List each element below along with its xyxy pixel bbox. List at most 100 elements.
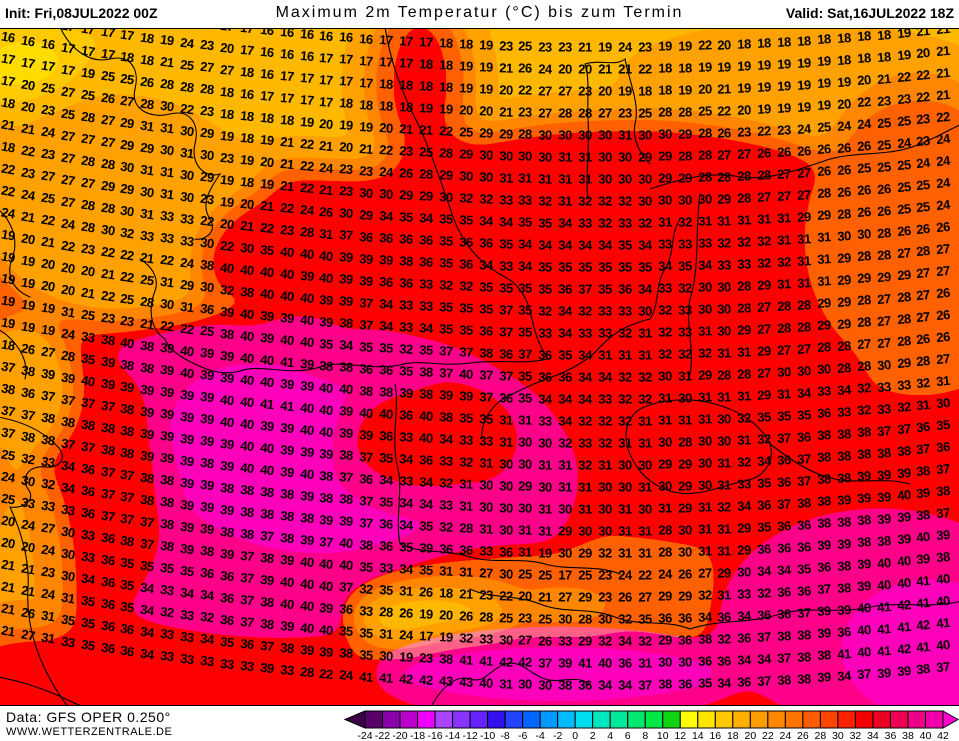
temp-value: 21 <box>418 122 434 139</box>
temp-value: 30 <box>458 168 473 184</box>
temp-value: 39 <box>179 474 195 492</box>
temp-value: 27 <box>39 519 56 537</box>
temp-value: 31 <box>637 655 652 671</box>
temp-value: 18 <box>438 35 453 52</box>
temp-value: 37 <box>239 569 255 587</box>
temp-value: 21 <box>935 64 951 82</box>
temp-value: 27 <box>896 244 911 262</box>
temp-value: 24 <box>299 201 314 218</box>
temp-value: 29 <box>816 295 832 312</box>
temp-value: 39 <box>319 313 334 330</box>
temp-value: 25 <box>418 144 434 161</box>
temp-value: 23 <box>119 312 136 330</box>
temp-value: 19 <box>796 54 812 71</box>
temp-value: 36 <box>796 428 812 445</box>
temp-value: 28 <box>79 196 96 214</box>
temp-value: 33 <box>239 657 255 675</box>
temp-value: 38 <box>239 503 255 521</box>
temp-value: 31 <box>816 229 832 246</box>
temp-value: 28 <box>518 126 533 142</box>
temp-value: 34 <box>398 495 414 512</box>
temperature-map: 2319181717161616161616171717181819232523… <box>0 28 959 706</box>
colorbar-segment <box>767 710 786 729</box>
temp-value: 30 <box>697 279 712 296</box>
temp-value: 36 <box>776 473 792 490</box>
temp-value: 38 <box>438 409 453 426</box>
temp-value: 26 <box>776 143 792 160</box>
temp-field-blob <box>0 319 75 459</box>
valid-time-label: Valid: Sat,16JUL2022 18Z <box>785 5 954 21</box>
temp-value: 29 <box>836 293 852 310</box>
temp-value: 35 <box>637 611 652 627</box>
temp-value: 32 <box>776 253 792 270</box>
temp-value: 40 <box>418 408 434 425</box>
temp-value: 33 <box>358 602 374 619</box>
temp-value: 23 <box>558 39 573 55</box>
temp-value: 35 <box>478 411 493 427</box>
temp-value: 34 <box>558 413 573 429</box>
temp-value: 34 <box>199 631 215 648</box>
temp-value: 38 <box>199 455 215 472</box>
temp-value: 37 <box>99 507 116 525</box>
temp-value: 38 <box>39 409 56 427</box>
temp-value: 35 <box>538 280 553 297</box>
temp-value: 23 <box>199 103 215 120</box>
temp-value: 17 <box>339 51 354 68</box>
temp-value: 39 <box>299 443 314 460</box>
temp-value: 19 <box>737 58 752 74</box>
temp-value: 39 <box>39 365 56 383</box>
temp-value: 40 <box>598 655 612 671</box>
temp-value: 39 <box>856 556 872 573</box>
temp-value: 39 <box>219 457 235 474</box>
temp-value: 42 <box>398 671 414 688</box>
temp-value: 34 <box>538 390 553 407</box>
temp-value: 38 <box>935 482 951 500</box>
temp-value: 41 <box>378 670 394 686</box>
temp-value: 31 <box>159 120 175 137</box>
temp-value: 18 <box>757 35 772 51</box>
temp-value: 39 <box>279 551 295 569</box>
temp-value: 29 <box>657 632 672 648</box>
temp-value: 30 <box>199 235 215 252</box>
temp-value: 35 <box>378 340 394 356</box>
temp-value: 17 <box>99 45 116 63</box>
temp-value: 39 <box>876 488 891 505</box>
temp-value: 31 <box>378 626 394 642</box>
temp-value: 27 <box>717 146 732 163</box>
temp-value: 19 <box>657 38 672 54</box>
temp-value: 38 <box>776 671 792 688</box>
temp-value: 34 <box>737 652 752 668</box>
temp-value: 33 <box>618 215 632 231</box>
temp-value: 30 <box>518 456 533 472</box>
temp-value: 37 <box>59 391 76 409</box>
temp-value: 22 <box>39 211 56 229</box>
temp-value: 41 <box>836 645 852 662</box>
temp-value: 24 <box>935 152 951 170</box>
temp-value: 34 <box>518 258 533 274</box>
temp-value: 40 <box>239 261 255 279</box>
temp-value: 20 <box>39 277 56 295</box>
temp-value: 39 <box>279 617 295 635</box>
temp-value: 30 <box>618 457 632 473</box>
temp-value: 39 <box>418 540 434 557</box>
temp-value: 30 <box>637 171 652 187</box>
temp-value: 18 <box>239 107 255 125</box>
temp-value: 31 <box>319 225 334 242</box>
temp-value: 32 <box>618 369 632 385</box>
temp-value: 32 <box>757 431 772 447</box>
temp-value: 40 <box>876 554 891 571</box>
temp-value: 31 <box>717 388 732 405</box>
temp-value: 40 <box>896 574 911 592</box>
temp-value: 23 <box>39 145 56 163</box>
temp-value: 36 <box>776 583 792 600</box>
temp-value: 31 <box>697 213 712 230</box>
temp-value: 33 <box>398 297 414 314</box>
temp-value: 26 <box>139 73 155 91</box>
temp-value: 39 <box>836 601 852 618</box>
temp-value: 33 <box>578 435 592 451</box>
temp-value: 31 <box>578 479 592 495</box>
temp-value: 34 <box>478 257 493 273</box>
temp-value: 20 <box>19 98 36 116</box>
temp-value: 34 <box>418 210 434 227</box>
temp-value: 30 <box>697 301 712 318</box>
